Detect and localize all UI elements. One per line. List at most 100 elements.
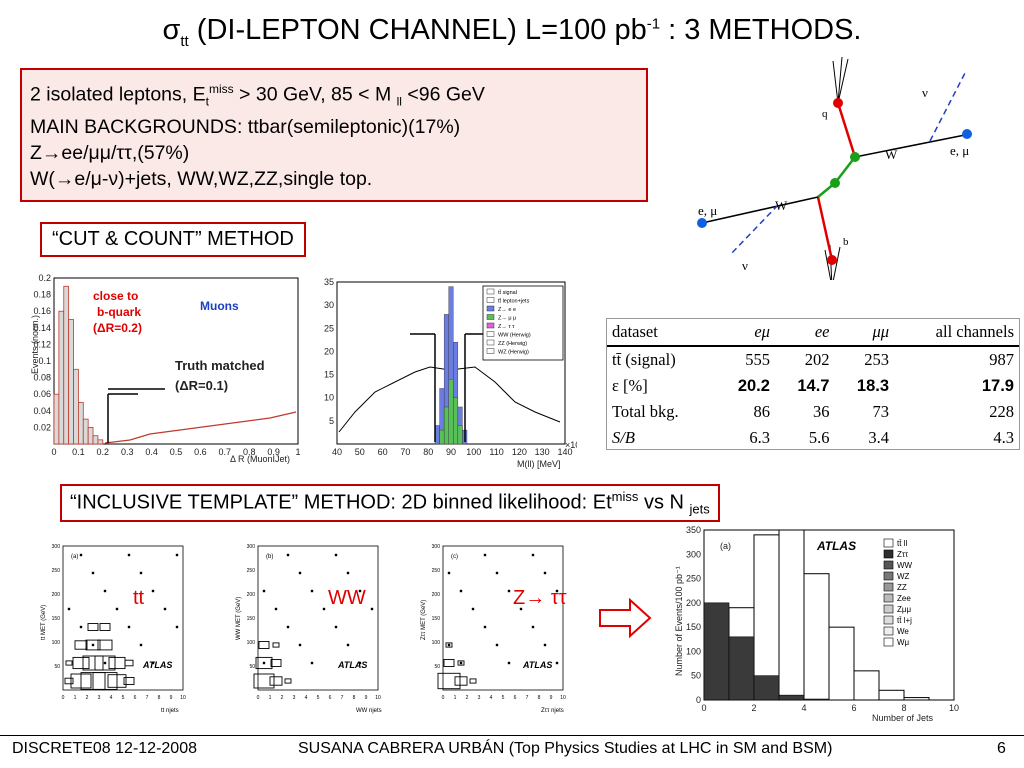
plot1-ytick: 0.12: [33, 339, 51, 349]
title-sup: -1: [646, 15, 661, 33]
table-cell: 86: [753, 402, 770, 421]
template-xtick: 6: [514, 695, 517, 701]
plot2-xtick: 80: [423, 447, 433, 457]
template-dot: [286, 625, 290, 629]
template-box: [454, 676, 468, 686]
template-name: WW: [328, 587, 366, 609]
template-box: [87, 623, 99, 631]
footer-center: SUSANA CABRERA URBÁN (Top Physics Studie…: [298, 740, 833, 757]
template-box: [124, 659, 134, 667]
plot1-xtick: 1: [295, 447, 300, 457]
template-xtick: 0: [442, 695, 445, 701]
table-cell: 4.3: [993, 428, 1014, 447]
njets-bar-ztautau: [728, 636, 755, 701]
template-xlabel: Zττ njets: [541, 708, 564, 714]
template-dot: [139, 571, 143, 575]
template-ytick: 100: [247, 640, 256, 646]
njets-xlabel: Number of Jets: [872, 713, 934, 723]
template-box: [85, 639, 101, 651]
plot2-legend-swatch: [486, 348, 495, 354]
table-cell: tt̄ (signal): [612, 350, 676, 369]
njets-legend-label: Wμ: [897, 638, 910, 647]
plot1-bar: [92, 435, 99, 445]
template-dot: [91, 571, 95, 575]
feynman-diagram: q ν W e, μ W e, μ ν b: [697, 56, 972, 280]
selection-line-4: W(→e/μ-ν)+jets, WW,WZ,ZZ,single top.: [30, 168, 373, 191]
template-dot: [310, 589, 314, 593]
template-box: [64, 677, 74, 685]
template-xtick: 3: [293, 695, 296, 701]
plot2-ytick: 25: [324, 323, 334, 333]
template-box: [255, 656, 273, 670]
njets-legend-label: tt̄ ll: [897, 539, 907, 548]
plot2-xtick: 120: [512, 447, 527, 457]
njets-legend-swatch: [883, 571, 894, 581]
label-e-mu-right: e, μ: [950, 143, 969, 158]
template-dot: [471, 607, 475, 611]
template-box: [269, 676, 283, 686]
plot2-xtick: 90: [446, 447, 456, 457]
plot2-xtick: 70: [400, 447, 410, 457]
njets-legend-swatch: [883, 637, 894, 647]
table-cell: S/B: [612, 428, 635, 447]
plot2-xtick: 110: [489, 447, 503, 457]
template-dot: [447, 571, 451, 575]
footer-left: DISCRETE08 12-12-2008: [12, 740, 197, 757]
njets-ytick: 150: [686, 622, 701, 632]
template-dot: [67, 607, 71, 611]
plot1-yticks: 0.02 0.04 0.06 0.08 0.1 0.12 0.14 0.16 0.18 0.2: [33, 273, 51, 432]
template-xtick: 9: [550, 695, 553, 701]
template-xlabel: WW njets: [356, 708, 382, 714]
template-xtick: 10: [180, 695, 186, 701]
cut-count-label: “CUT & COUNT” METHOD: [40, 222, 306, 257]
template-ytick: 250: [247, 568, 256, 574]
njets-bar-ttll: [903, 697, 930, 701]
template-plot-ww: WW MET (GeV)WW njets(b)ATLAS501001502002…: [236, 544, 382, 714]
label-nu-top: ν: [922, 85, 928, 100]
template-xtick: 5: [502, 695, 505, 701]
template-xtick: 3: [478, 695, 481, 701]
template-dot: [555, 589, 559, 593]
template-ytick: 50: [54, 664, 60, 670]
plot2-bar: [457, 425, 463, 445]
template-name: tt: [133, 587, 145, 609]
njets-bar-ttll: [753, 534, 780, 701]
template-dot: [459, 661, 463, 665]
label-q: q: [822, 108, 828, 120]
table-cell: 18.3: [856, 376, 890, 395]
template-plots: tt MET (GeV)tt njets(a)ATLAS501001502002…: [41, 544, 567, 714]
template-dot: [334, 553, 338, 557]
template-dot: [543, 571, 547, 575]
sel-l1a: 2 isolated leptons, E: [30, 83, 206, 106]
njets-legend-swatch: [883, 615, 894, 625]
njets-legend-label: WW: [897, 561, 913, 570]
results-table: dataset eμ ee μμ all channels tt̄ (signa…: [606, 318, 1020, 450]
plot2-legend-label: Z→ τ τ: [498, 324, 515, 330]
njets-bar-ttll: [803, 573, 830, 701]
incl-sup: miss: [611, 489, 639, 504]
template-xtick: 6: [329, 695, 332, 701]
sel-l1sup: miss: [208, 82, 234, 96]
template-xtick: 6: [134, 695, 137, 701]
template-xtick: 10: [375, 695, 381, 701]
plot1-xtick: 0.2: [97, 447, 110, 457]
plot2-bar: [453, 397, 459, 445]
plot2-xtick: 100: [466, 447, 481, 457]
plot1-ytick: 0.1: [38, 356, 51, 366]
template-dot: [322, 607, 326, 611]
njets-legend-label: Zee: [897, 594, 911, 603]
plot2-xtick: 130: [535, 447, 550, 457]
template-dot: [175, 553, 179, 557]
njets-tag: (a): [720, 541, 731, 551]
inclusive-template-label: “INCLUSIVE TEMPLATE” METHOD: 2D binned l…: [60, 484, 720, 522]
page-title: σtt (DI-LEPTON CHANNEL) L=100 pb-1 : 3 M…: [0, 14, 1024, 50]
template-dot: [543, 643, 547, 647]
template-box: [94, 655, 116, 671]
plot2-bar: [443, 406, 449, 445]
delta-r-plot: Events (norm.) 0.020.040.060.080.10.120.…: [30, 272, 302, 464]
incl-text-a: “INCLUSIVE TEMPLATE” METHOD: 2D binned l…: [70, 491, 612, 514]
label-w-top: W: [885, 147, 898, 162]
njets-legend: tt̄ ll Zττ WW WZ ZZ Zee Zμμ tt̄ l+j We Wμ: [883, 538, 913, 647]
template-atlas: ATLAS: [522, 660, 552, 670]
table-cell: 202: [804, 350, 830, 369]
